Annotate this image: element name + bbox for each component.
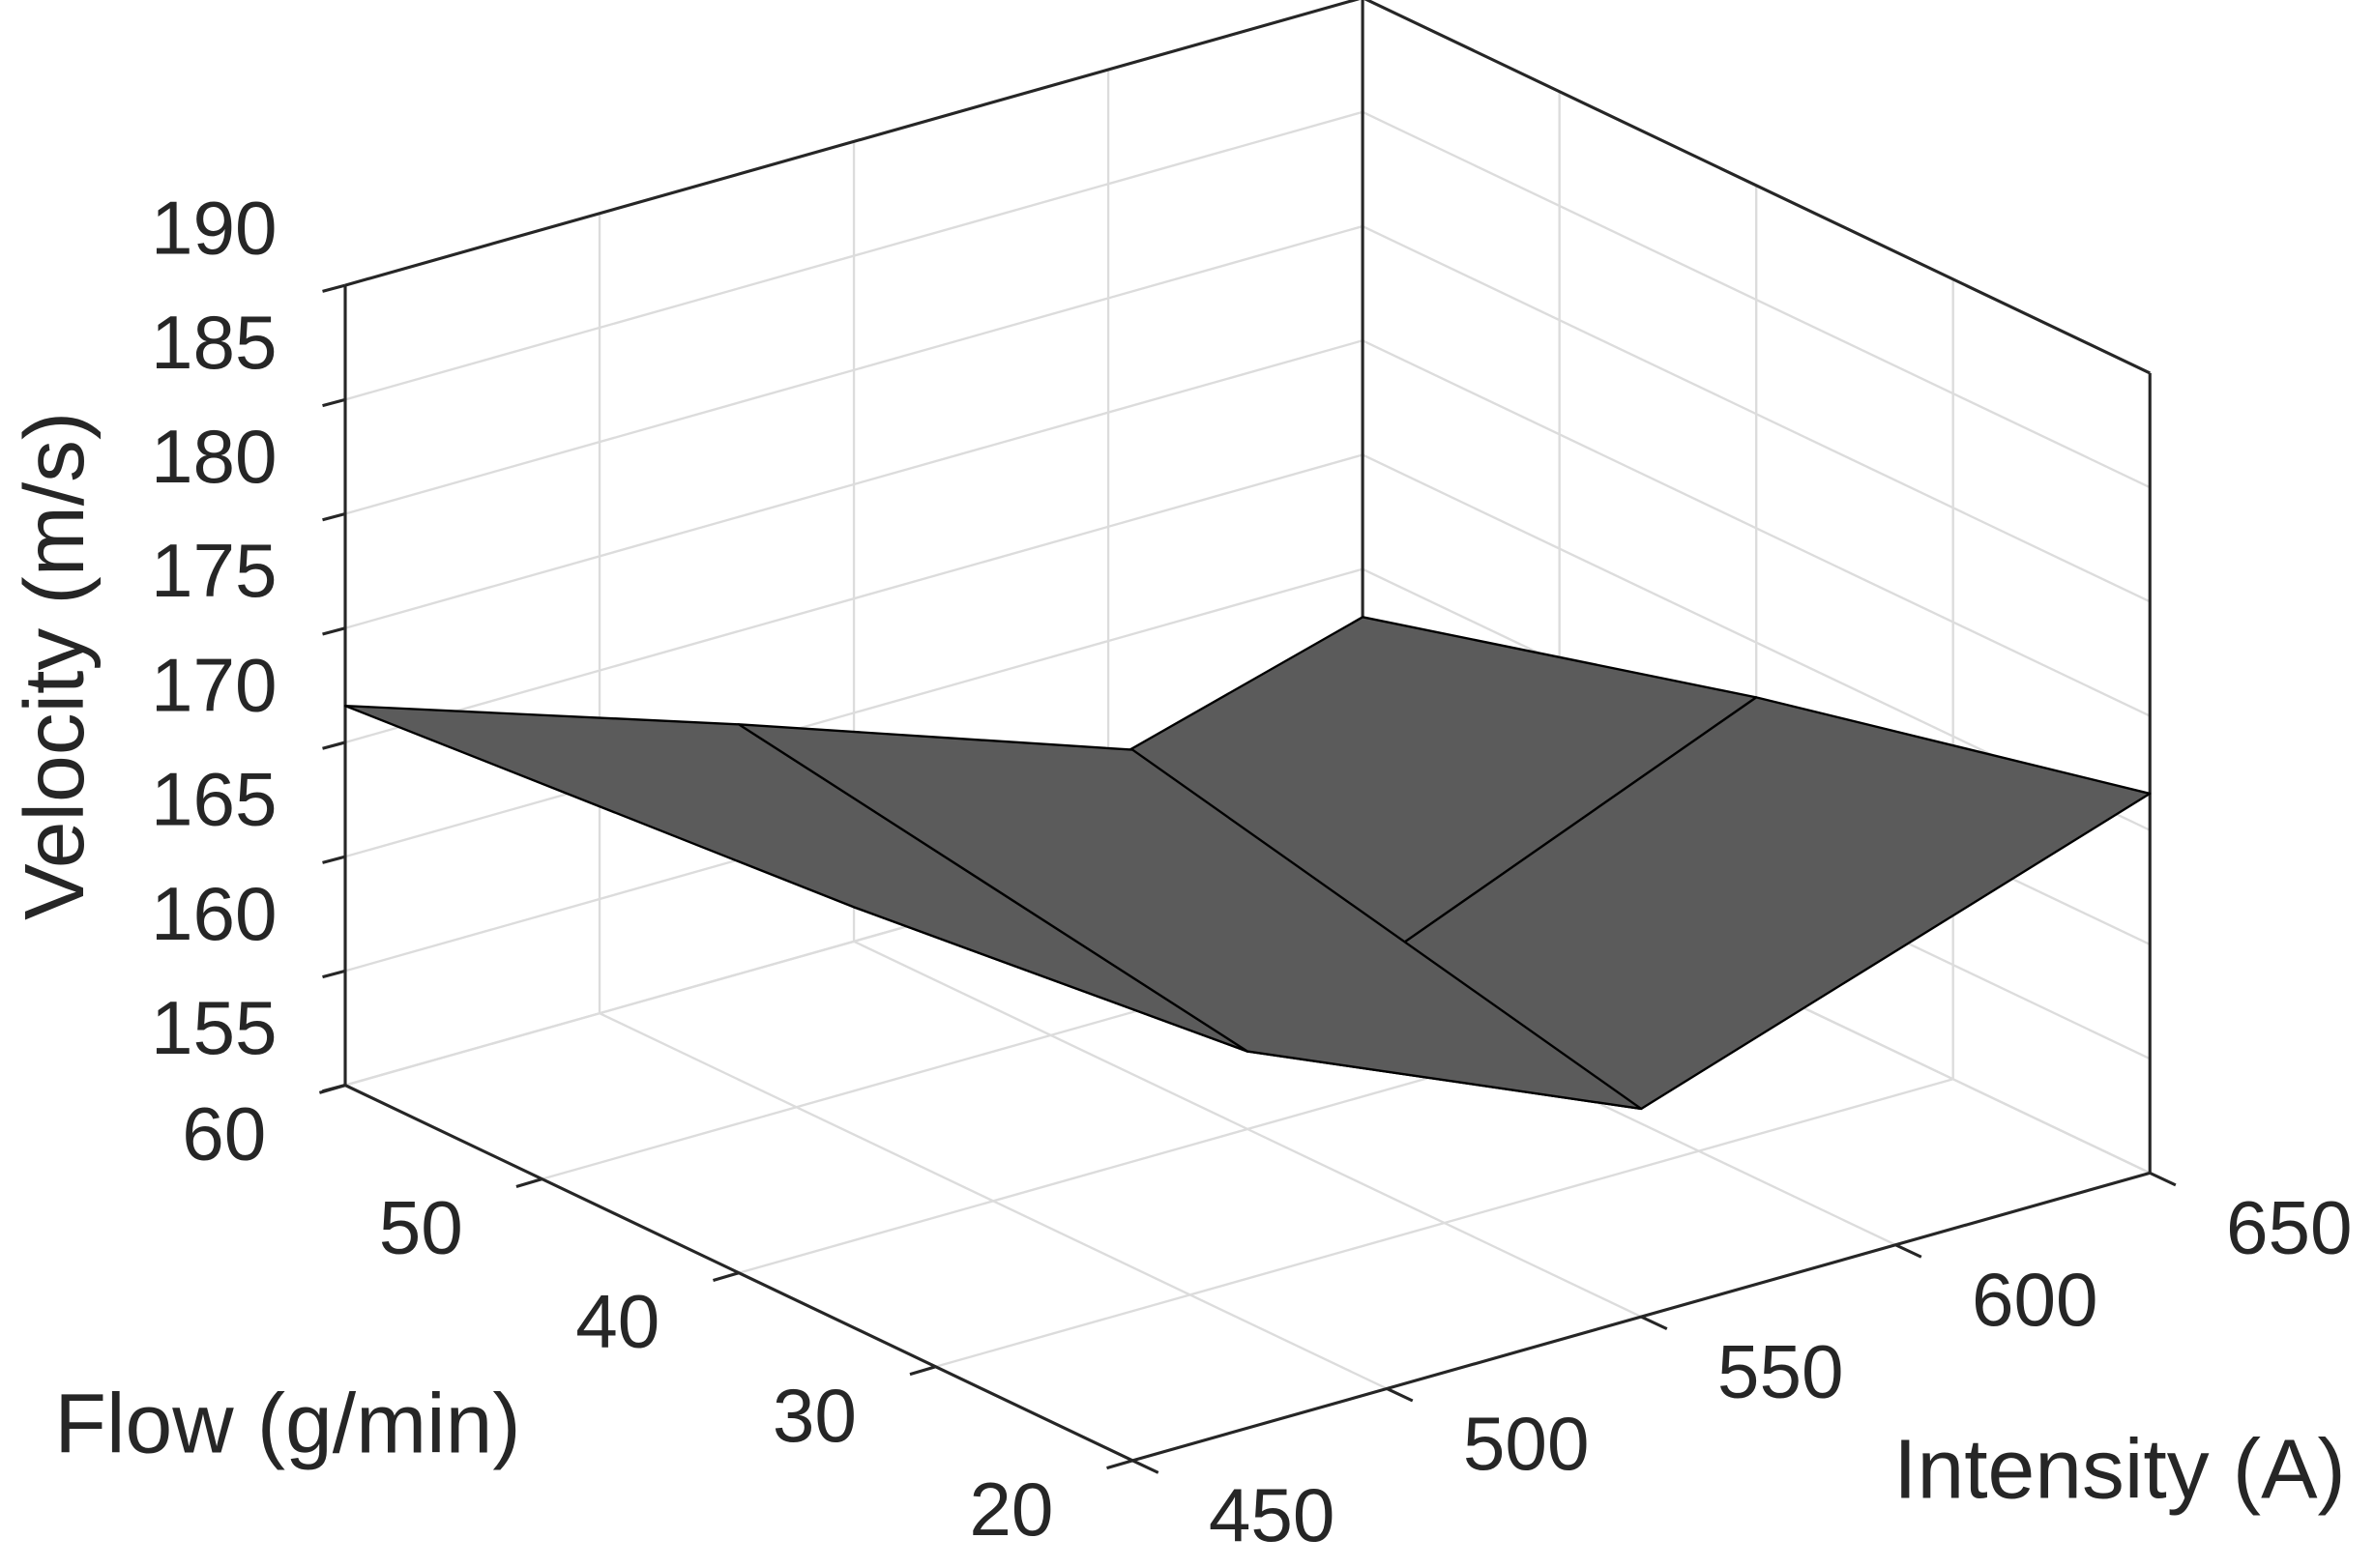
tick-mark xyxy=(909,1365,937,1377)
tick-mark xyxy=(1386,1387,1414,1403)
tick-mark xyxy=(322,397,346,408)
tick-mark xyxy=(2149,1171,2177,1187)
z-tick-label: 185 xyxy=(151,300,278,385)
tick-mark xyxy=(322,969,346,979)
axis-line xyxy=(1363,0,2151,375)
x-tick-label: 60 xyxy=(182,1091,266,1176)
ticks: 155 160 165 170 175 180 185 190 20 30 40 50 60 450 500… xyxy=(151,186,2353,1558)
tick-mark xyxy=(322,512,346,522)
y-tick-label: 450 xyxy=(1209,1472,1335,1557)
y-tick-label: 650 xyxy=(2226,1185,2353,1270)
z-tick-label: 180 xyxy=(151,414,278,499)
tick-mark xyxy=(1131,1459,1159,1474)
tick-mark xyxy=(515,1177,542,1188)
tick-mark xyxy=(1640,1315,1668,1331)
x-axis-title: Flow (g/min) xyxy=(54,1377,520,1471)
surface xyxy=(343,616,2152,1111)
tick-mark xyxy=(1894,1243,1922,1259)
tick-mark xyxy=(713,1271,740,1283)
grid-line xyxy=(935,1078,1954,1368)
tick-mark xyxy=(322,855,346,864)
tick-mark xyxy=(1106,1459,1133,1470)
z-tick-label: 190 xyxy=(151,186,278,271)
x-tick-label: 20 xyxy=(969,1466,1053,1552)
z-tick-label: 165 xyxy=(151,757,278,842)
tick-mark xyxy=(322,626,346,636)
x-tick-label: 50 xyxy=(379,1185,463,1270)
z-tick-label: 160 xyxy=(151,871,278,956)
tick-mark xyxy=(322,283,346,293)
z-tick-label: 155 xyxy=(151,985,278,1070)
tick-mark xyxy=(322,740,346,750)
z-axis-title: Velocity (m/s) xyxy=(7,412,102,920)
y-tick-label: 600 xyxy=(1972,1257,2098,1342)
x-tick-label: 30 xyxy=(773,1373,857,1458)
y-tick-label: 500 xyxy=(1463,1401,1590,1486)
y-axis-title: Intensity (A) xyxy=(1893,1422,2346,1517)
y-tick-label: 550 xyxy=(1717,1328,1844,1413)
tick-mark xyxy=(318,1084,346,1094)
z-tick-label: 170 xyxy=(151,642,278,727)
z-tick-label: 175 xyxy=(151,528,278,613)
x-tick-label: 40 xyxy=(575,1279,659,1364)
axis-line xyxy=(344,0,1361,287)
surface-patch xyxy=(737,723,1643,1111)
